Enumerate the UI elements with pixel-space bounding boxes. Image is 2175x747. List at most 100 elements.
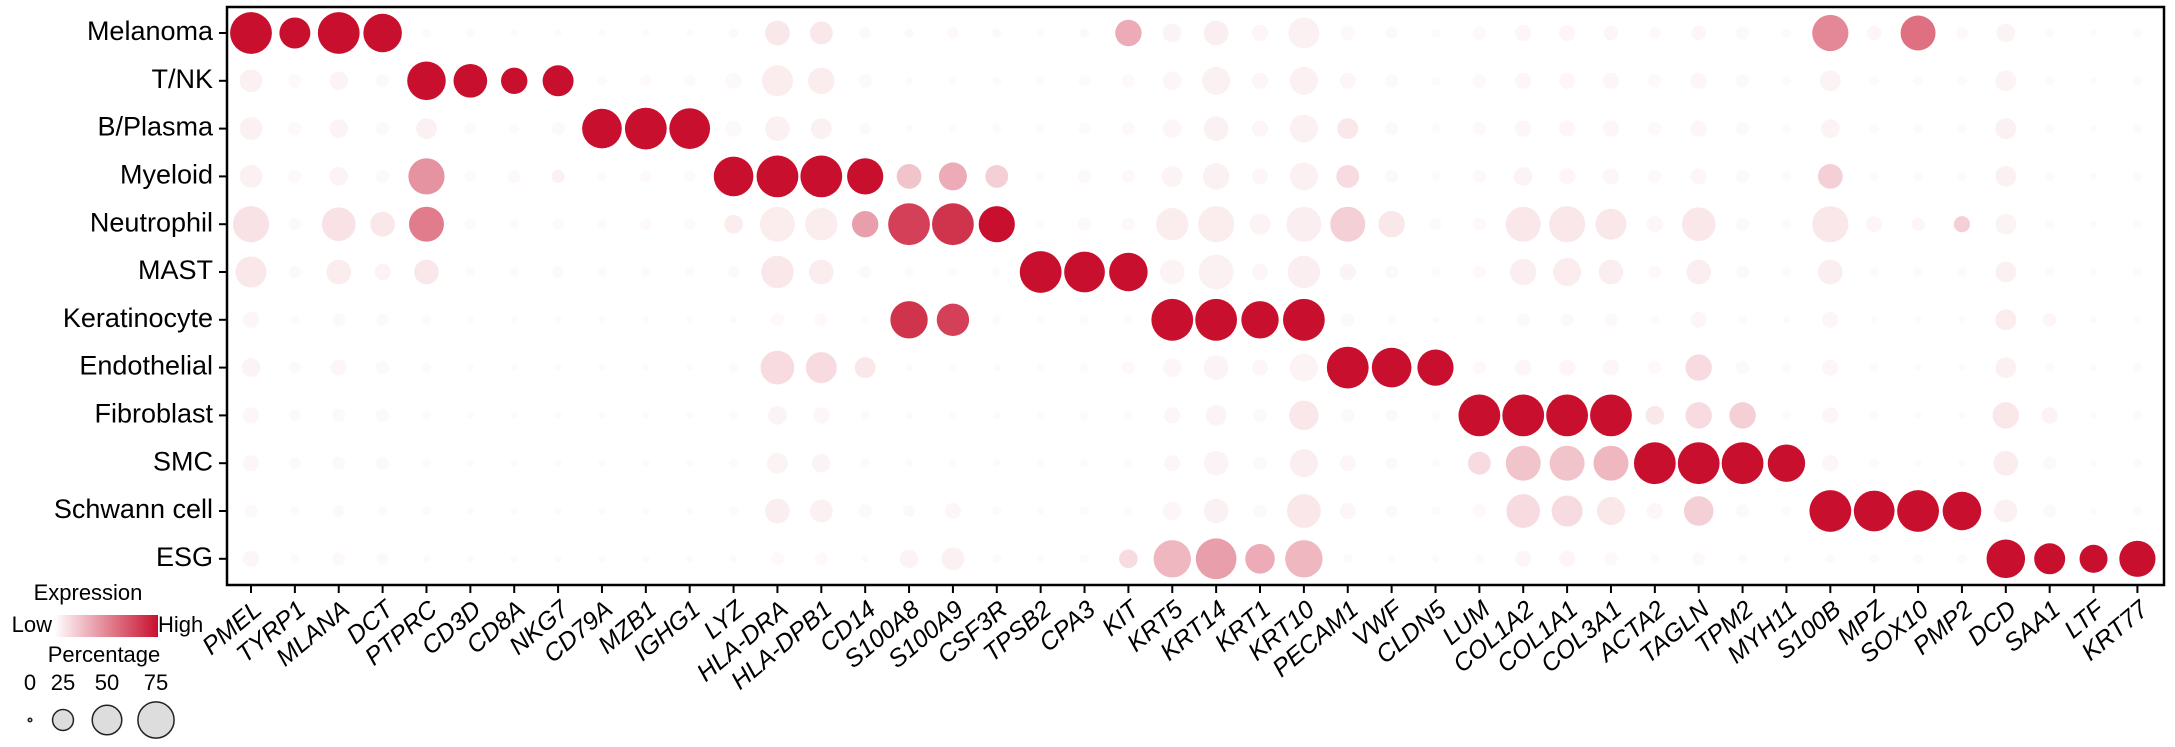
dot — [2089, 316, 2098, 324]
dot — [422, 555, 431, 563]
dot — [1822, 407, 1839, 424]
dot — [1559, 168, 1576, 185]
dot — [326, 259, 352, 285]
dot — [2044, 219, 2055, 229]
dot — [1472, 74, 1486, 88]
row-label: Endothelial — [79, 351, 213, 381]
dot — [408, 206, 444, 242]
row-label: ESG — [156, 542, 213, 572]
dot — [2089, 220, 2098, 228]
dot — [510, 507, 518, 515]
dot — [1156, 208, 1189, 241]
dot — [1781, 506, 1792, 516]
dot — [1429, 218, 1442, 231]
dot — [1648, 169, 1662, 184]
dot — [1241, 301, 1279, 339]
dot — [1079, 554, 1090, 564]
dot — [756, 155, 799, 198]
dot — [1737, 315, 1748, 325]
dot — [377, 506, 388, 516]
dot — [2119, 540, 2156, 577]
dot — [554, 411, 562, 420]
dot — [509, 123, 519, 134]
dot — [1287, 255, 1321, 289]
dot — [1603, 25, 1619, 41]
dot — [510, 411, 518, 420]
dot — [407, 61, 446, 101]
dot — [1897, 490, 1939, 532]
dot — [992, 554, 1002, 564]
dot — [1430, 171, 1441, 182]
dot — [1151, 298, 1194, 341]
dot — [374, 263, 391, 281]
dot — [598, 555, 606, 563]
dot — [1516, 313, 1530, 327]
dot — [1253, 408, 1267, 423]
dot — [1809, 490, 1852, 532]
dot — [1203, 116, 1229, 141]
dot — [1648, 121, 1662, 136]
dot — [1431, 555, 1440, 563]
dot — [1590, 394, 1632, 437]
dot — [728, 458, 739, 468]
dot — [597, 171, 607, 182]
dot — [2132, 28, 2143, 38]
dot — [2034, 543, 2066, 575]
dot — [639, 74, 652, 87]
dot — [1681, 207, 1716, 242]
dot — [1121, 74, 1136, 88]
legend-percentage-label: 25 — [51, 670, 75, 695]
dot — [1782, 316, 1791, 324]
dot — [1121, 360, 1136, 375]
plot-frame — [225, 5, 2166, 587]
dot — [859, 266, 872, 278]
dot — [1560, 313, 1574, 327]
dot — [1646, 216, 1663, 233]
dot — [421, 315, 432, 325]
dot — [685, 267, 695, 277]
dot — [1203, 498, 1229, 524]
dot — [770, 552, 785, 566]
dot — [686, 507, 694, 515]
dot — [1913, 171, 1923, 182]
dot — [888, 203, 930, 246]
dot — [239, 69, 263, 93]
dot — [2089, 29, 2098, 37]
dot — [290, 506, 300, 516]
dot — [810, 118, 832, 140]
dot — [729, 316, 738, 324]
dot — [1735, 265, 1750, 279]
dot — [683, 218, 696, 231]
dot — [510, 316, 518, 324]
dot — [1913, 76, 1923, 86]
dot — [1812, 14, 1849, 52]
dot — [466, 459, 474, 467]
dot — [542, 65, 574, 97]
dot — [1549, 445, 1585, 481]
dot — [1817, 259, 1843, 285]
dot — [1341, 408, 1355, 423]
dot — [1330, 206, 1366, 242]
legend-percentage-label: 75 — [144, 670, 168, 695]
dot — [1648, 360, 1662, 375]
dot — [1123, 315, 1134, 325]
dot — [978, 206, 1015, 243]
row-label: Neutrophil — [90, 207, 213, 237]
dot — [1164, 407, 1181, 424]
dot — [992, 506, 1002, 516]
dot — [1914, 363, 1922, 372]
dot — [1037, 507, 1045, 515]
dot — [332, 313, 346, 327]
dot — [1198, 254, 1234, 290]
dot — [1549, 206, 1586, 243]
row-label: T/NK — [151, 64, 213, 94]
dot — [376, 456, 390, 470]
dot — [686, 459, 694, 467]
dot — [1685, 402, 1712, 429]
dot — [1822, 359, 1839, 376]
dot — [1942, 491, 1982, 531]
dot — [1866, 25, 1882, 41]
dot — [332, 408, 346, 423]
dot — [808, 259, 834, 285]
dot — [1472, 360, 1486, 375]
